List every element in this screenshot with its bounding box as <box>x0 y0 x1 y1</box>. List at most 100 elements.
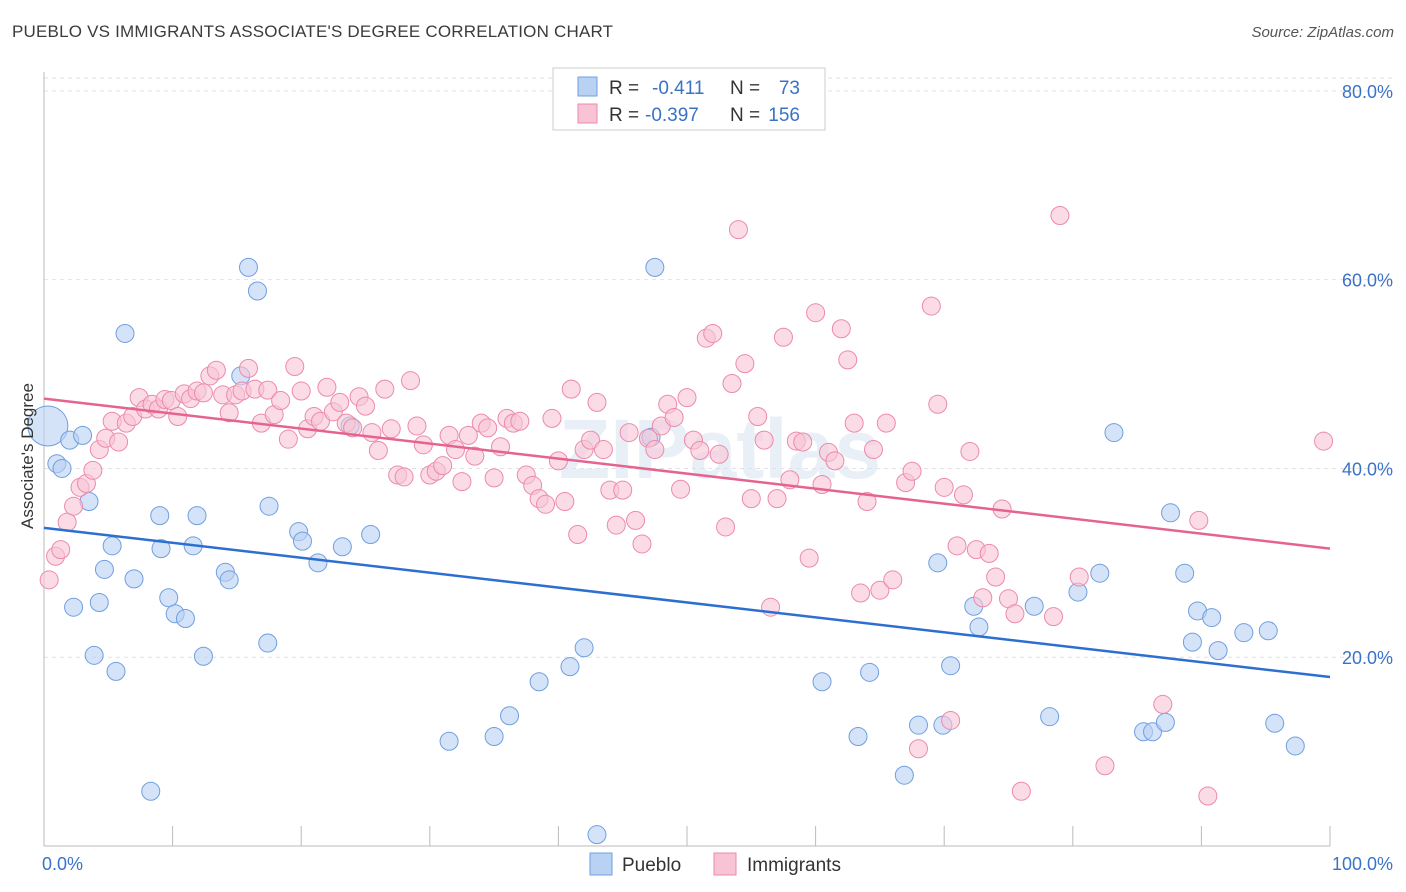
bottom-legend: Pueblo Immigrants <box>589 852 841 876</box>
immigrants-point <box>825 451 845 471</box>
pueblo-point <box>84 645 104 665</box>
immigrants-point <box>542 408 562 428</box>
immigrants-point <box>709 444 729 464</box>
pueblo-point <box>292 531 312 551</box>
pueblo-point <box>247 281 267 301</box>
pueblo-point <box>238 257 258 277</box>
pueblo-point <box>574 638 594 658</box>
immigrants-point <box>619 423 639 443</box>
immigrants-point <box>728 220 748 240</box>
immigrants-point <box>581 430 601 450</box>
immigrants-point <box>285 356 305 376</box>
immigrants-point <box>317 377 337 397</box>
immigrants-point <box>626 510 646 530</box>
immigrants-point <box>921 296 941 316</box>
x-ticks <box>43 826 1331 846</box>
pueblo-point <box>1155 712 1175 732</box>
immigrants-point <box>362 423 382 443</box>
immigrants-point <box>368 441 388 461</box>
immigrants-point <box>613 480 633 500</box>
pueblo-point <box>1265 713 1285 733</box>
immigrants-point <box>401 371 421 391</box>
pueblo-point <box>187 506 207 526</box>
y-tick-label: 80.0% <box>1342 82 1393 102</box>
immigrants-point <box>51 540 71 560</box>
immigrants-point <box>1050 205 1070 225</box>
immigrants-trend-line <box>43 397 1331 550</box>
pueblo-point <box>258 633 278 653</box>
immigrants-point <box>536 494 556 514</box>
pueblo-point <box>106 661 126 681</box>
immigrants-point <box>1069 567 1089 587</box>
immigrants-point <box>986 567 1006 587</box>
pueblo-point <box>159 588 179 608</box>
immigrants-point <box>1153 694 1173 714</box>
pueblo-point <box>928 553 948 573</box>
legend-n-value-immigrants: 156 <box>768 105 800 126</box>
immigrants-point <box>1005 604 1025 624</box>
immigrants-point <box>57 512 77 532</box>
immigrants-point <box>857 491 877 511</box>
immigrants-point <box>458 425 478 445</box>
immigrants-point <box>754 430 774 450</box>
immigrants-point <box>271 390 291 410</box>
pueblo-point <box>193 646 213 666</box>
immigrants-point <box>407 416 427 436</box>
pueblo-point <box>124 569 144 589</box>
y-tick-label: 60.0% <box>1342 271 1393 291</box>
immigrants-point <box>394 467 414 487</box>
pueblo-point <box>500 706 520 726</box>
immigrants-point <box>64 496 84 516</box>
legend-box: R = -0.411 N = 73 R = -0.397 N = 156 <box>552 67 826 131</box>
bottom-legend-label-pueblo: Pueblo <box>622 855 681 876</box>
immigrants-point <box>465 446 485 466</box>
immigrants-point <box>671 479 691 499</box>
immigrants-point <box>219 403 239 423</box>
immigrants-point <box>278 429 298 449</box>
immigrants-point <box>510 411 530 431</box>
pueblo-point <box>1024 596 1044 616</box>
pueblo-point <box>27 405 69 447</box>
pueblo-point <box>332 537 352 557</box>
immigrants-point <box>953 485 973 505</box>
legend-swatch-pueblo <box>577 76 598 97</box>
immigrants-point <box>851 583 871 603</box>
immigrants-point <box>1011 781 1031 801</box>
immigrants-point <box>844 413 864 433</box>
pueblo-point <box>1040 707 1060 727</box>
pueblo-point <box>259 496 279 516</box>
pueblo-point <box>941 656 961 676</box>
pueblo-point <box>141 781 161 801</box>
immigrants-point <box>632 534 652 554</box>
immigrants-point <box>870 580 890 600</box>
y-axis-title: Associate's Degree <box>18 383 37 529</box>
pueblo-point <box>1234 623 1254 643</box>
immigrants-point <box>587 392 607 412</box>
y-tick-label: 40.0% <box>1342 459 1393 479</box>
immigrants-point <box>960 441 980 461</box>
immigrants-point <box>767 489 787 509</box>
immigrants-point <box>941 710 961 730</box>
immigrants-point <box>947 536 967 556</box>
pueblo-point <box>175 609 195 629</box>
immigrants-point <box>484 468 504 488</box>
immigrants-point <box>606 515 626 535</box>
pueblo-point <box>560 657 580 677</box>
pueblo-point <box>308 553 328 573</box>
pueblo-trend-line <box>43 526 1331 679</box>
x-tick-label-max: 100.0% <box>1332 854 1393 874</box>
immigrants-point <box>258 380 278 400</box>
legend-r-value-pueblo: -0.411 <box>652 78 704 99</box>
immigrants-point <box>206 360 226 380</box>
legend-frame <box>552 67 826 131</box>
pueblo-point <box>969 617 989 637</box>
immigrants-point <box>555 491 575 511</box>
immigrants-point <box>863 440 883 460</box>
immigrants-point <box>908 739 928 759</box>
y-tick-labels: 20.0% 40.0% 60.0% 80.0% <box>1342 82 1393 668</box>
immigrants-point <box>452 472 472 492</box>
immigrants-point <box>664 407 684 427</box>
pueblo-point <box>73 425 93 445</box>
pueblo-point <box>908 715 928 735</box>
